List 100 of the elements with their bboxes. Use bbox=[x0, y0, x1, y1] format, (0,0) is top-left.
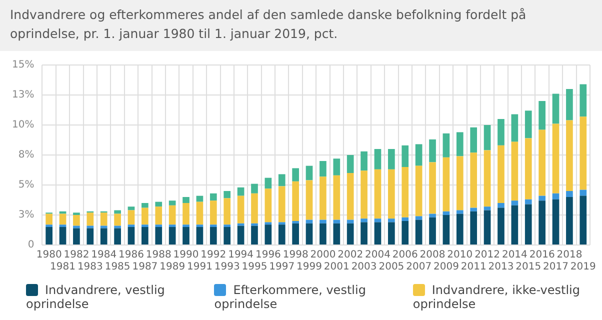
x-tick-label: 2005 bbox=[378, 262, 404, 273]
bar bbox=[237, 226, 244, 244]
x-tick-label: 1994 bbox=[228, 250, 254, 261]
bar bbox=[524, 110, 532, 138]
bar bbox=[210, 193, 217, 201]
bar bbox=[278, 186, 286, 222]
bar bbox=[360, 151, 368, 171]
bar bbox=[360, 218, 368, 222]
bar bbox=[456, 210, 464, 214]
bar bbox=[320, 223, 326, 244]
bar bbox=[511, 205, 518, 244]
x-tick-label: 1996 bbox=[255, 250, 281, 261]
x-tick-label: 1998 bbox=[282, 250, 308, 261]
x-tick-label: 2018 bbox=[556, 250, 582, 261]
bar bbox=[566, 191, 573, 197]
bar bbox=[429, 162, 436, 214]
x-tick-label: 1991 bbox=[186, 262, 212, 273]
bar bbox=[292, 223, 299, 244]
bar bbox=[346, 223, 354, 244]
bar bbox=[498, 203, 504, 208]
bar bbox=[580, 196, 587, 244]
x-tick-label: 1981 bbox=[50, 262, 76, 273]
bar bbox=[182, 227, 190, 244]
chart-title: Indvandrere og efterkommeres andel af den samlede danske befolkning fordelt på oprindelse, pr. 1. januar 1980 til 1. januar 2019, pct. bbox=[0, 0, 602, 51]
bar bbox=[388, 222, 395, 244]
bar bbox=[278, 224, 286, 244]
bar bbox=[498, 119, 504, 146]
x-tick-label: 1984 bbox=[91, 250, 117, 261]
bar bbox=[142, 208, 148, 225]
bar bbox=[388, 149, 395, 170]
bar bbox=[538, 130, 546, 196]
x-tick-label: 2007 bbox=[406, 262, 432, 273]
bar bbox=[456, 214, 464, 244]
x-tick-label: 1988 bbox=[146, 250, 172, 261]
bar bbox=[442, 215, 450, 244]
legend-label: Indvandrere, ikke-vestlig oprindelse bbox=[412, 283, 581, 311]
bar bbox=[278, 174, 286, 186]
bar bbox=[224, 191, 231, 198]
bar bbox=[415, 166, 422, 216]
x-tick-label: 1982 bbox=[64, 250, 90, 261]
x-tick-label: 1993 bbox=[214, 262, 240, 273]
bar bbox=[346, 155, 354, 173]
bar bbox=[292, 168, 299, 182]
bar bbox=[402, 217, 409, 221]
bar bbox=[142, 227, 148, 244]
x-tick-label: 1990 bbox=[173, 250, 199, 261]
bar bbox=[155, 202, 162, 207]
bar bbox=[128, 227, 135, 244]
bar bbox=[524, 199, 532, 204]
bar bbox=[114, 210, 121, 214]
bar bbox=[360, 170, 368, 219]
bar bbox=[498, 208, 504, 244]
x-tick-label: 2014 bbox=[502, 250, 528, 261]
bar bbox=[182, 203, 190, 225]
legend-label: Indvandrere, vestlig oprindelse bbox=[26, 283, 166, 311]
bar bbox=[456, 132, 464, 156]
bar bbox=[429, 217, 436, 244]
y-tick-label: 5% bbox=[18, 180, 34, 191]
x-tick-label: 2012 bbox=[474, 250, 500, 261]
bar bbox=[402, 167, 409, 218]
bar bbox=[442, 211, 450, 215]
bar bbox=[429, 214, 436, 218]
x-tick-label: 1997 bbox=[269, 262, 295, 273]
bar bbox=[320, 220, 326, 224]
bar bbox=[538, 196, 546, 201]
legend-label: Efterkommere, vestlig oprindelse bbox=[214, 283, 367, 311]
x-tick-label: 2013 bbox=[488, 262, 514, 273]
bar bbox=[374, 169, 382, 219]
bar bbox=[374, 218, 382, 222]
bar bbox=[142, 203, 148, 208]
x-tick-label: 1983 bbox=[77, 262, 103, 273]
bar bbox=[320, 161, 326, 177]
bar bbox=[442, 133, 450, 158]
bar bbox=[333, 223, 340, 244]
bar bbox=[73, 228, 80, 244]
x-tick-label: 2006 bbox=[392, 250, 418, 261]
x-tick-label: 2000 bbox=[310, 250, 336, 261]
x-tick-label: 2002 bbox=[338, 250, 364, 261]
bar bbox=[402, 221, 409, 244]
bar bbox=[333, 220, 340, 224]
bar bbox=[552, 193, 560, 200]
bar bbox=[566, 120, 573, 191]
bar bbox=[320, 176, 326, 220]
bar bbox=[470, 127, 478, 153]
bar bbox=[484, 150, 491, 207]
bar bbox=[264, 222, 272, 225]
bar bbox=[59, 227, 66, 244]
bar bbox=[100, 212, 108, 226]
bar bbox=[538, 200, 546, 244]
bar bbox=[580, 190, 587, 196]
bar bbox=[168, 227, 176, 244]
y-tick-label: 10% bbox=[12, 120, 34, 131]
bar bbox=[237, 223, 244, 226]
bar bbox=[86, 228, 94, 244]
y-tick-label: 0 bbox=[28, 240, 34, 251]
x-tick-label: 1980 bbox=[36, 250, 62, 261]
x-tick-label: 2003 bbox=[351, 262, 377, 273]
bar bbox=[114, 228, 121, 244]
bar bbox=[128, 210, 135, 225]
bar bbox=[210, 200, 217, 225]
